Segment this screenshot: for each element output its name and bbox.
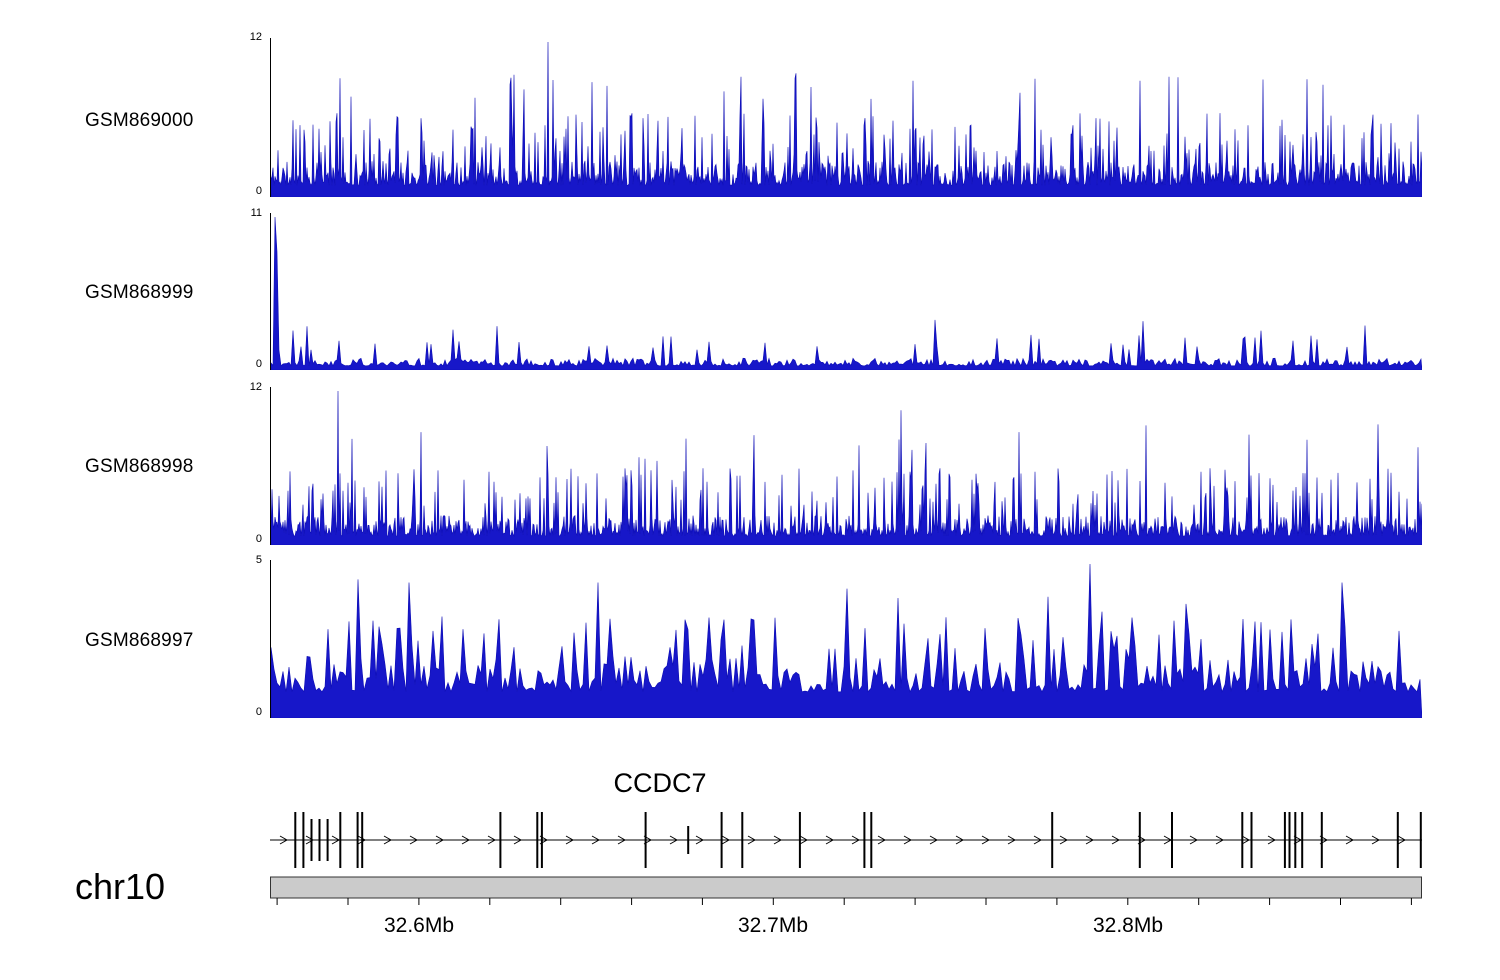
strand-direction-arrow-icon bbox=[1267, 835, 1277, 845]
axis-tick-label: 32.6Mb bbox=[383, 914, 455, 937]
strand-direction-arrow-icon bbox=[1241, 835, 1251, 845]
strand-direction-arrow-icon bbox=[1111, 835, 1121, 845]
strand-direction-arrow-icon bbox=[409, 835, 419, 845]
strand-direction-arrow-icon bbox=[851, 835, 861, 845]
strand-direction-arrow-icon bbox=[1215, 835, 1225, 845]
strand-direction-arrow-icon bbox=[1085, 835, 1095, 845]
y-axis-max-label: 11 bbox=[250, 207, 262, 219]
strand-direction-arrow-icon bbox=[279, 835, 289, 845]
strand-direction-arrow-icon bbox=[1293, 835, 1303, 845]
chromosome-bar-svg bbox=[270, 876, 1422, 905]
coverage-signal-svg bbox=[271, 390, 1422, 545]
track-label: GSM869000 bbox=[85, 110, 194, 131]
track-label: GSM868998 bbox=[85, 456, 194, 477]
y-axis-min-label: 0 bbox=[255, 185, 262, 197]
strand-direction-arrow-icon bbox=[773, 835, 783, 845]
strand-direction-arrow-icon bbox=[825, 835, 835, 845]
gene-model-track bbox=[270, 800, 1422, 876]
coverage-signal-svg bbox=[271, 216, 1422, 370]
axis-tick-label: 32.8Mb bbox=[1092, 914, 1164, 937]
y-axis-max-label: 12 bbox=[249, 381, 262, 393]
axis-tick-label: 32.7Mb bbox=[737, 914, 809, 937]
strand-direction-arrow-icon bbox=[487, 835, 497, 845]
strand-direction-arrow-icon bbox=[435, 835, 445, 845]
y-axis-max-label: 5 bbox=[255, 554, 262, 566]
coverage-plot-area bbox=[270, 387, 1422, 545]
strand-direction-arrow-icon bbox=[721, 835, 731, 845]
strand-direction-arrow-icon bbox=[903, 835, 913, 845]
coverage-plot-area bbox=[270, 213, 1422, 370]
y-axis-min-label: 0 bbox=[255, 533, 262, 545]
strand-direction-arrow-icon bbox=[331, 835, 341, 845]
track-label: GSM868999 bbox=[85, 282, 194, 303]
strand-direction-arrow-icon bbox=[1189, 835, 1199, 845]
strand-direction-arrow-icon bbox=[1345, 835, 1355, 845]
gene-model-svg bbox=[270, 812, 1422, 868]
gene-name-label: CCDC7 bbox=[613, 768, 707, 798]
strand-direction-arrow-icon bbox=[981, 835, 991, 845]
strand-direction-arrow-icon bbox=[383, 835, 393, 845]
strand-direction-arrow-icon bbox=[799, 835, 809, 845]
strand-direction-arrow-icon bbox=[747, 835, 757, 845]
strand-direction-arrow-icon bbox=[305, 835, 315, 845]
coverage-plot-area bbox=[270, 560, 1422, 718]
strand-direction-arrow-icon bbox=[1033, 835, 1043, 845]
strand-direction-arrow-icon bbox=[617, 835, 627, 845]
y-axis-min-label: 0 bbox=[255, 706, 262, 718]
strand-direction-arrow-icon bbox=[1007, 835, 1017, 845]
strand-direction-arrow-icon bbox=[877, 835, 887, 845]
coverage-plot-area bbox=[270, 38, 1422, 197]
strand-direction-arrow-icon bbox=[513, 835, 523, 845]
strand-direction-arrow-icon bbox=[565, 835, 575, 845]
strand-direction-arrow-icon bbox=[955, 835, 965, 845]
y-axis-min-label: 0 bbox=[255, 358, 262, 370]
strand-direction-arrow-icon bbox=[1059, 835, 1069, 845]
coverage-signal-svg bbox=[271, 41, 1422, 197]
strand-direction-arrow-icon bbox=[1371, 835, 1381, 845]
genome-axis bbox=[270, 876, 1422, 910]
strand-direction-arrow-icon bbox=[929, 835, 939, 845]
chromosome-label: chr10 bbox=[75, 866, 166, 907]
strand-direction-arrow-icon bbox=[695, 835, 705, 845]
strand-direction-arrow-icon bbox=[591, 835, 601, 845]
coverage-signal-svg bbox=[271, 563, 1422, 718]
strand-direction-arrow-icon bbox=[1397, 835, 1407, 845]
strand-direction-arrow-icon bbox=[357, 835, 367, 845]
track-label: GSM868997 bbox=[85, 630, 194, 651]
strand-direction-arrow-icon bbox=[669, 835, 679, 845]
y-axis-max-label: 12 bbox=[249, 31, 262, 43]
strand-direction-arrow-icon bbox=[461, 835, 471, 845]
